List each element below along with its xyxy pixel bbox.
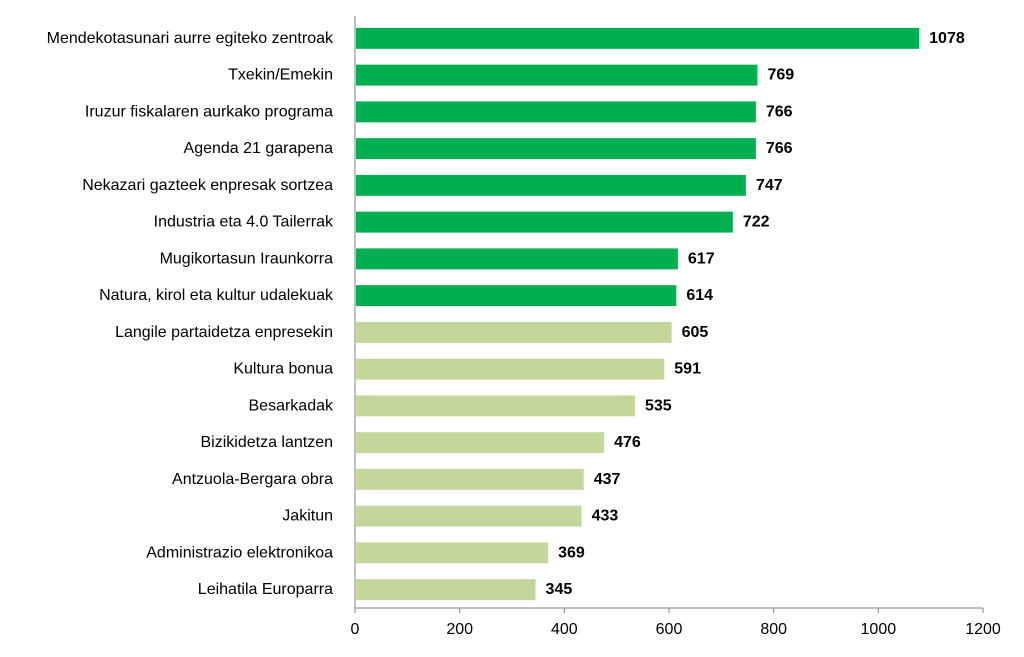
data-label: 769 xyxy=(767,67,794,84)
bar xyxy=(356,285,677,307)
category-label: Txekin/Emekin xyxy=(228,67,333,84)
bar xyxy=(356,358,665,380)
data-label: 766 xyxy=(766,103,793,120)
bar xyxy=(356,138,756,160)
x-tick-label: 1000 xyxy=(861,621,897,638)
x-tick-label: 200 xyxy=(446,621,473,638)
x-ticks-group: 0 200 400 600 800 1000 1200 xyxy=(351,608,1001,638)
bar xyxy=(356,27,920,49)
data-label: 535 xyxy=(645,397,672,414)
bar xyxy=(356,395,635,417)
x-tick-label: 1200 xyxy=(965,621,1001,638)
bar xyxy=(356,505,582,527)
data-label: 433 xyxy=(592,508,619,525)
data-label: 345 xyxy=(546,581,573,598)
category-label: Leihatila Europarra xyxy=(198,581,333,598)
data-label: 722 xyxy=(743,214,770,231)
category-label: Mendekotasunari aurre egiteko zentroak xyxy=(47,30,334,47)
x-tick-label: 0 xyxy=(351,621,360,638)
data-label: 437 xyxy=(594,471,621,488)
category-label: Antzuola-Bergara obra xyxy=(172,471,333,488)
bar xyxy=(356,174,746,196)
category-label: Industria eta 4.0 Tailerrak xyxy=(154,214,334,231)
category-label: Mugikortasun Iraunkorra xyxy=(160,250,334,267)
data-label: 747 xyxy=(756,177,783,194)
data-label: 766 xyxy=(766,140,793,157)
bar xyxy=(356,321,672,343)
bar xyxy=(356,64,758,86)
bars-group: Mendekotasunari aurre egiteko zentroak 10… xyxy=(47,27,965,601)
bar xyxy=(356,432,605,454)
x-tick-label: 800 xyxy=(760,621,787,638)
category-label: Iruzur fiskalaren aurkako programa xyxy=(85,103,333,120)
category-label: Administrazio elektronikoa xyxy=(146,544,333,561)
bar xyxy=(356,579,536,601)
bar xyxy=(356,248,678,270)
category-label: Bizikidetza lantzen xyxy=(200,434,333,451)
category-label: Langile partaidetza enpresekin xyxy=(115,324,333,341)
data-label: 369 xyxy=(558,544,585,561)
bar xyxy=(356,211,733,233)
data-label: 591 xyxy=(674,361,701,378)
category-label: Besarkadak xyxy=(249,397,334,414)
x-tick-label: 400 xyxy=(551,621,578,638)
category-label: Jakitun xyxy=(282,508,333,525)
data-label: 605 xyxy=(682,324,709,341)
category-label: Nekazari gazteek enpresak sortzea xyxy=(82,177,333,194)
category-label: Kultura bonua xyxy=(233,361,333,378)
category-label: Agenda 21 garapena xyxy=(184,140,334,157)
data-label: 476 xyxy=(614,434,641,451)
bar xyxy=(356,101,756,123)
bar xyxy=(356,542,549,564)
data-label: 617 xyxy=(688,250,715,267)
data-label: 614 xyxy=(686,287,713,304)
x-tick-label: 600 xyxy=(656,621,683,638)
category-label: Natura, kirol eta kultur udalekuak xyxy=(99,287,334,304)
data-label: 1078 xyxy=(929,30,965,47)
bar xyxy=(356,468,584,490)
